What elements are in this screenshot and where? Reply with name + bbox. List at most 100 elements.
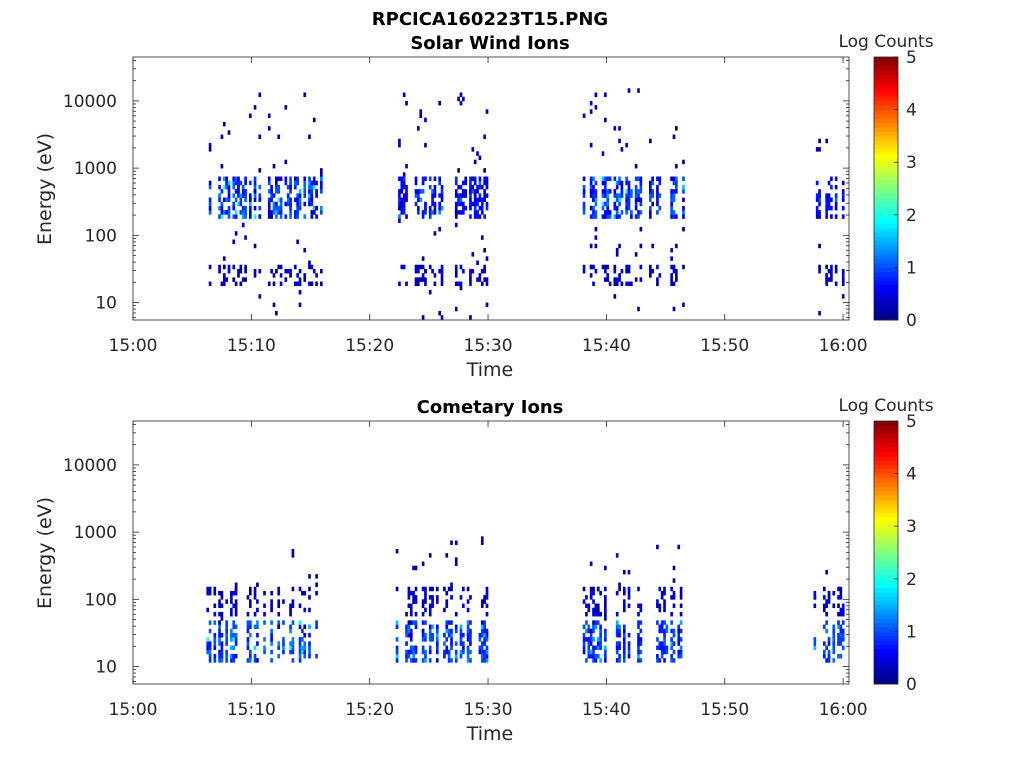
- spectrogram-cell: [476, 277, 479, 282]
- colorbar-swatch: [874, 241, 898, 246]
- spectrogram-cell: [412, 645, 415, 651]
- spectrogram-cell: [582, 189, 586, 194]
- spectrogram-cell: [308, 607, 311, 613]
- spectrogram-cell: [275, 205, 278, 211]
- spectrogram-cell: [218, 214, 221, 219]
- spectrogram-cell: [270, 193, 273, 198]
- spectrogram-cell: [594, 235, 598, 240]
- spectrogram-cell: [435, 637, 439, 642]
- spectrogram-cell: [256, 607, 259, 613]
- colorbar-swatch: [874, 65, 898, 71]
- spectrogram-cell: [279, 214, 283, 219]
- spectrogram-cell: [834, 184, 838, 190]
- spectrogram-cell: [589, 595, 593, 600]
- spectrogram-cell: [296, 180, 299, 186]
- spectrogram-cell: [606, 264, 610, 270]
- colorbar-swatch: [874, 648, 898, 654]
- spectrogram-cell: [206, 641, 210, 646]
- colorbar-swatch: [874, 118, 898, 124]
- spectrogram-cell: [462, 96, 465, 102]
- spectrogram-cell: [315, 620, 318, 625]
- spectrogram-cell: [592, 210, 595, 215]
- spectrogram-cell: [478, 184, 482, 190]
- colorbar-swatch: [874, 600, 898, 606]
- spectrogram-cell: [679, 637, 683, 642]
- spectrogram-cell: [270, 268, 273, 274]
- spectrogram-cell: [296, 201, 299, 207]
- spectrogram-cell: [832, 645, 836, 651]
- spectrogram-cell: [592, 645, 595, 651]
- spectrogram-cell: [275, 184, 278, 190]
- spectrogram-cell: [672, 649, 676, 655]
- spectrogram-cell: [291, 603, 295, 609]
- spectrogram-cell: [480, 603, 484, 609]
- spectrogram-cell: [220, 595, 224, 600]
- spectrogram-cell: [258, 92, 262, 97]
- spectrogram-cell: [478, 176, 482, 182]
- spectrogram-cell: [400, 201, 404, 207]
- spectrogram-cell: [222, 273, 226, 278]
- spectrogram-cell: [663, 632, 666, 638]
- spectrogram-cell: [466, 586, 470, 592]
- spectrogram-cell: [319, 180, 323, 186]
- spectrogram-cell: [445, 553, 449, 558]
- spectrogram-cell: [827, 599, 831, 604]
- spectrogram-cell: [813, 645, 817, 651]
- spectrogram-cell: [407, 590, 411, 596]
- spectrogram-cell: [637, 641, 640, 646]
- spectrogram-cell: [585, 611, 588, 617]
- spectrogram-cell: [424, 210, 427, 215]
- spectrogram-cell: [421, 264, 425, 270]
- spectrogram-cell: [289, 176, 292, 182]
- spectrogram-cell: [241, 189, 245, 194]
- spectrogram-cell: [582, 176, 586, 182]
- spectrogram-cell: [637, 193, 640, 198]
- spectrogram-cell: [298, 189, 302, 194]
- spectrogram-cell: [310, 193, 314, 198]
- spectrogram-cell: [837, 637, 840, 642]
- spectrogram-cell: [412, 649, 415, 655]
- spectrogram-cell: [428, 586, 432, 592]
- spectrogram-cell: [672, 134, 676, 140]
- spectrogram-cell: [435, 645, 439, 651]
- spectrogram-cell: [227, 180, 231, 186]
- spectrogram-cell: [582, 632, 586, 638]
- spectrogram-cell: [608, 176, 612, 182]
- x-tick-label: 15:10: [227, 336, 276, 356]
- spectrogram-cell: [270, 210, 273, 215]
- spectrogram-cell: [592, 205, 595, 211]
- spectrogram-cell: [827, 197, 831, 203]
- spectrogram-cell: [592, 214, 595, 219]
- spectrogram-cell: [256, 624, 259, 630]
- spectrogram-cell: [319, 210, 323, 215]
- colorbar-swatch: [874, 227, 898, 233]
- spectrogram-cell: [246, 645, 250, 651]
- spectrogram-cell: [234, 586, 238, 592]
- colorbar-tick-label: 1: [906, 258, 917, 278]
- spectrogram-cell: [253, 184, 257, 190]
- spectrogram-cell: [651, 201, 655, 207]
- spectrogram-cell: [291, 645, 295, 651]
- spectrogram-cell: [627, 193, 631, 198]
- spectrogram-cell: [627, 603, 631, 609]
- spectrogram-cell: [485, 281, 489, 287]
- spectrogram-cell: [485, 302, 489, 308]
- spectrogram-cell: [594, 92, 598, 97]
- spectrogram-cell: [308, 595, 311, 600]
- spectrogram-cell: [594, 653, 598, 659]
- spectrogram-cell: [670, 641, 673, 646]
- spectrogram-cell: [471, 252, 475, 257]
- spectrogram-cell: [315, 281, 318, 287]
- spectrogram-cell: [604, 117, 607, 123]
- y-axis-label: Energy (eV): [34, 133, 56, 245]
- spectrogram-cell: [270, 658, 273, 663]
- spectrogram-cell: [615, 277, 619, 282]
- spectrogram-cell: [656, 645, 659, 651]
- spectrogram-cell: [402, 205, 406, 211]
- spectrogram-cell: [457, 184, 460, 190]
- spectrogram-cell: [450, 658, 453, 663]
- spectrogram-cell: [270, 628, 273, 634]
- spectrogram-cell: [476, 189, 479, 194]
- spectrogram-cell: [665, 628, 669, 634]
- spectrogram-cell: [395, 548, 399, 554]
